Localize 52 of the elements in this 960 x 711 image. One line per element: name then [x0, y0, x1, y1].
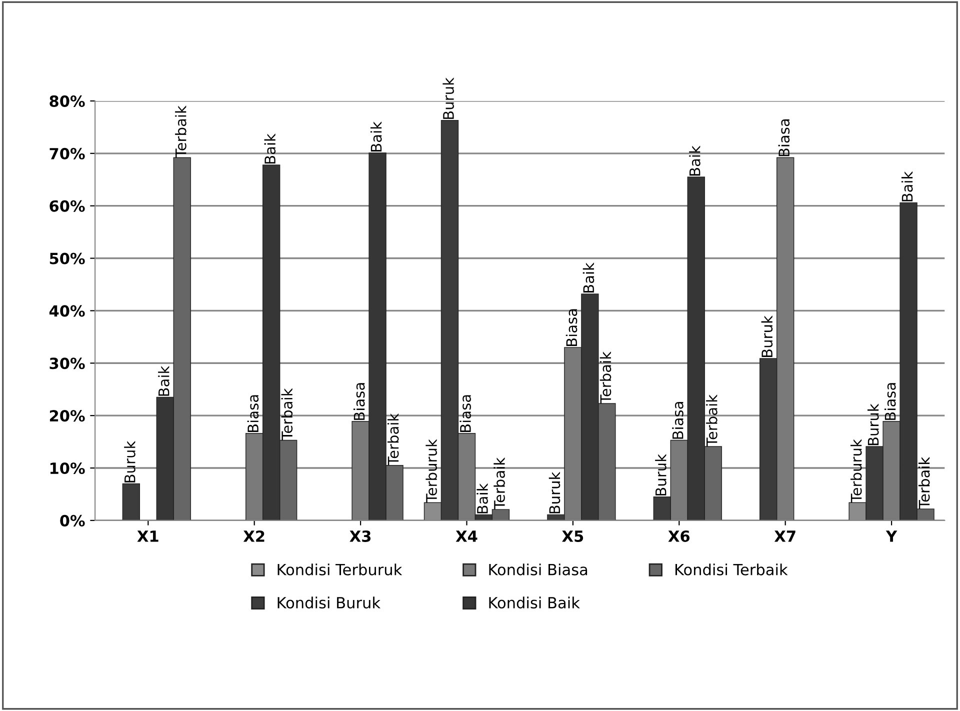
data-label: Baik	[264, 134, 276, 164]
legend-label: Kondisi Terbaik	[675, 564, 788, 576]
x-tick-label: X7	[774, 530, 796, 542]
data-label: Terbaik	[918, 456, 930, 509]
x-tick-label: X4	[456, 530, 478, 542]
data-label: Buruk	[442, 77, 454, 119]
data-label: Biasa	[672, 402, 684, 439]
data-label: Baik	[689, 146, 700, 176]
data-label: Terbaik	[175, 106, 186, 158]
data-label: Biasa	[778, 119, 790, 156]
data-label: Baik	[370, 121, 382, 152]
data-label: Baik	[582, 262, 594, 292]
data-label: Terbaik	[281, 388, 293, 440]
data-label: Buruk	[548, 472, 560, 514]
y-tick-label: 50%	[50, 252, 85, 264]
y-tick-label: 70%	[50, 148, 85, 160]
x-tick-label: X6	[668, 530, 690, 542]
data-label: Baik	[901, 171, 913, 202]
x-tick-label: X5	[562, 530, 584, 542]
data-label: Terbaik	[387, 413, 399, 466]
data-label: Terbaik	[600, 351, 612, 404]
data-label: Biasa	[884, 383, 896, 420]
data-label: Biasa	[460, 395, 471, 432]
data-label: Biasa	[353, 383, 365, 420]
legend-label: Kondisi Biasa	[489, 564, 588, 576]
y-tick-label: 60%	[50, 200, 85, 212]
y-tick-label: 0%	[60, 514, 85, 526]
data-label: Biasa	[247, 395, 259, 432]
x-tick-label: X2	[243, 530, 264, 542]
y-tick-label: 30%	[50, 358, 85, 370]
data-label: Terburuk	[850, 439, 862, 503]
y-tick-label: 10%	[50, 462, 85, 474]
data-label: Buruk	[655, 454, 666, 496]
data-label: Buruk	[124, 440, 136, 482]
y-tick-label: 80%	[50, 95, 85, 107]
data-label: Baik	[476, 483, 488, 514]
x-tick-label: Y	[886, 530, 898, 542]
data-label: Terbaik	[494, 457, 505, 510]
data-label: Terburuk	[426, 439, 437, 503]
bar	[122, 483, 140, 520]
y-tick-label: 40%	[49, 305, 85, 317]
legend-label: Kondisi Baik	[489, 596, 580, 609]
x-tick-label: X1	[137, 530, 158, 542]
y-tick-label: 20%	[50, 410, 85, 422]
data-label: Buruk	[867, 404, 879, 446]
data-label: Baik	[158, 366, 170, 396]
legend-label: Kondisi Terburuk	[278, 564, 402, 576]
data-label: Terbaik	[706, 394, 718, 447]
data-label: Buruk	[761, 316, 773, 357]
data-label: Biasa	[566, 309, 578, 346]
x-tick-label: X3	[350, 530, 371, 542]
legend-label: Kondisi Buruk	[278, 596, 381, 609]
